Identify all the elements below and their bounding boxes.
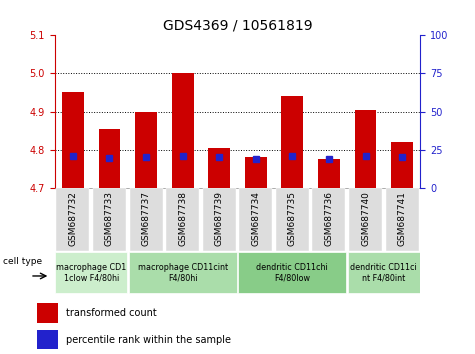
FancyBboxPatch shape <box>313 188 345 251</box>
Text: dendritic CD11ci
nt F4/80int: dendritic CD11ci nt F4/80int <box>351 263 417 282</box>
Bar <box>281 96 304 188</box>
FancyBboxPatch shape <box>56 252 127 293</box>
FancyBboxPatch shape <box>37 330 58 349</box>
FancyBboxPatch shape <box>349 188 382 251</box>
FancyBboxPatch shape <box>239 188 272 251</box>
FancyBboxPatch shape <box>57 188 89 251</box>
Text: GSM687737: GSM687737 <box>142 191 151 246</box>
Bar <box>171 73 194 188</box>
Bar <box>62 92 84 188</box>
FancyBboxPatch shape <box>203 188 236 251</box>
Text: percentile rank within the sample: percentile rank within the sample <box>66 335 231 345</box>
FancyBboxPatch shape <box>93 188 126 251</box>
Text: GSM687733: GSM687733 <box>105 191 114 246</box>
Text: dendritic CD11chi
F4/80low: dendritic CD11chi F4/80low <box>256 263 328 282</box>
FancyBboxPatch shape <box>130 188 162 251</box>
Text: macrophage CD1
1clow F4/80hi: macrophage CD1 1clow F4/80hi <box>56 263 126 282</box>
FancyBboxPatch shape <box>276 188 309 251</box>
Text: GSM687741: GSM687741 <box>398 191 407 246</box>
Title: GDS4369 / 10561819: GDS4369 / 10561819 <box>162 19 313 33</box>
Bar <box>318 159 340 188</box>
FancyBboxPatch shape <box>129 252 237 293</box>
Bar <box>208 148 230 188</box>
Text: GSM687739: GSM687739 <box>215 191 224 246</box>
FancyBboxPatch shape <box>37 303 58 323</box>
Bar <box>245 157 267 188</box>
Text: transformed count: transformed count <box>66 308 157 318</box>
Text: macrophage CD11cint
F4/80hi: macrophage CD11cint F4/80hi <box>138 263 228 282</box>
FancyBboxPatch shape <box>386 188 418 251</box>
Text: GSM687736: GSM687736 <box>324 191 333 246</box>
Text: GSM687732: GSM687732 <box>68 191 77 246</box>
FancyBboxPatch shape <box>166 188 199 251</box>
FancyBboxPatch shape <box>238 252 346 293</box>
FancyBboxPatch shape <box>348 252 419 293</box>
Bar <box>391 142 413 188</box>
Text: GSM687740: GSM687740 <box>361 191 370 246</box>
Text: GSM687734: GSM687734 <box>251 191 260 246</box>
Bar <box>98 129 121 188</box>
Text: GSM687738: GSM687738 <box>178 191 187 246</box>
Text: cell type: cell type <box>3 257 42 267</box>
Text: GSM687735: GSM687735 <box>288 191 297 246</box>
Bar <box>135 112 157 188</box>
Bar <box>354 110 377 188</box>
